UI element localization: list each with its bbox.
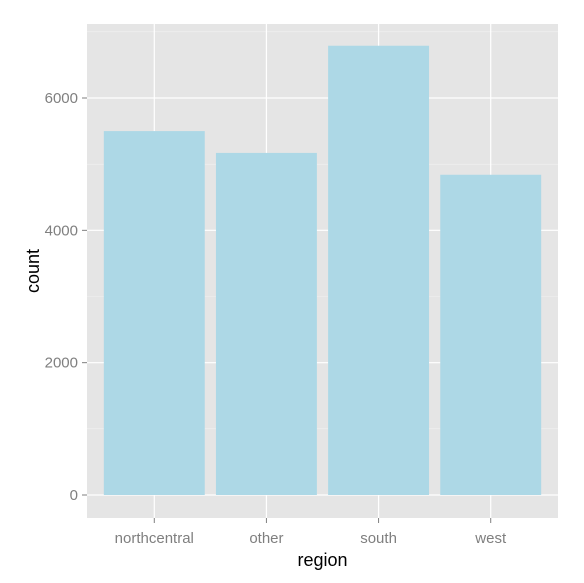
x-tick-label: northcentral [115,530,194,547]
bar-other [215,152,317,495]
x-tick-label: south [360,530,397,547]
bar-south [328,45,430,495]
y-tick-label: 2000 [45,355,78,372]
bars [103,45,542,496]
bar-west [440,174,542,495]
x-axis-title: region [297,550,347,570]
bar-northcentral [103,131,205,496]
y-axis-title: count [23,249,43,293]
x-axis-ticks: northcentral other south west [115,518,507,547]
y-tick-label: 4000 [45,222,78,239]
y-tick-label: 6000 [45,90,78,107]
y-axis-ticks: 0 2000 4000 6000 [45,90,87,504]
x-tick-label: other [249,530,283,547]
y-tick-label: 0 [70,487,78,504]
x-tick-label: west [474,530,507,547]
